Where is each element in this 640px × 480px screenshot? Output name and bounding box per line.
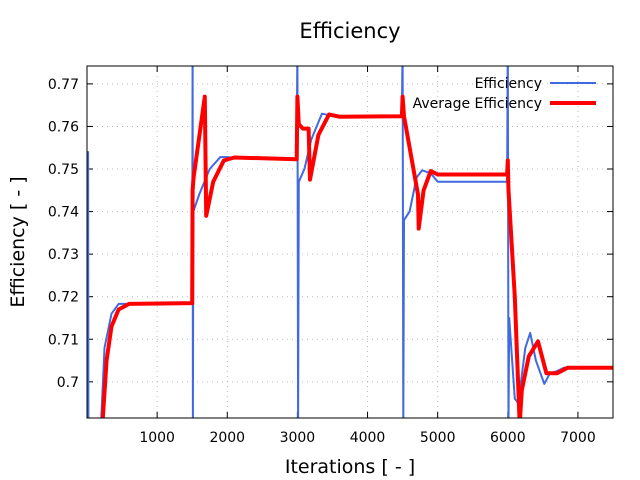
series-lines <box>87 66 613 418</box>
x-axis-label: Iterations [ - ] <box>285 456 415 478</box>
x-tick-label: 6000 <box>490 430 526 446</box>
y-tick-label: 0.73 <box>48 247 79 263</box>
y-tick-label: 0.75 <box>48 162 79 178</box>
legend-label: Efficiency <box>475 76 542 92</box>
y-tick-label: 0.77 <box>48 77 79 93</box>
grid <box>87 66 613 418</box>
x-tick-label: 2000 <box>209 430 245 446</box>
chart-title: Efficiency <box>299 19 400 43</box>
legend: Efficiency Average Efficiency <box>413 76 596 112</box>
legend-label: Average Efficiency <box>413 96 542 112</box>
x-tick-label: 5000 <box>420 430 456 446</box>
y-tick-label: 0.71 <box>48 332 79 348</box>
axis-ticks: 1000 2000 3000 4000 5000 6000 7000 0.7 0.71 0.72 0… <box>48 66 613 446</box>
series-line-average-efficiency <box>100 94 613 418</box>
y-tick-label: 0.7 <box>57 375 79 391</box>
x-tick-label: 7000 <box>560 430 596 446</box>
y-tick-label: 0.74 <box>48 205 79 221</box>
x-tick-label: 1000 <box>139 430 175 446</box>
y-tick-label: 0.76 <box>48 119 79 135</box>
x-tick-label: 3000 <box>280 430 316 446</box>
x-tick-label: 4000 <box>350 430 386 446</box>
y-axis-label: Efficiency [ - ] <box>7 176 29 307</box>
y-tick-label: 0.72 <box>48 290 79 306</box>
plot-frame <box>86 65 614 419</box>
